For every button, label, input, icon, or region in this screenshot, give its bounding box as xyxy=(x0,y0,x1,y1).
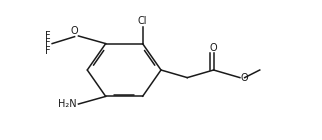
Text: F: F xyxy=(45,46,51,56)
Text: H₂N: H₂N xyxy=(58,99,77,109)
Text: F: F xyxy=(45,31,51,41)
Text: O: O xyxy=(70,26,78,36)
Text: F: F xyxy=(45,38,51,48)
Text: O: O xyxy=(241,73,248,83)
Text: Cl: Cl xyxy=(138,16,147,26)
Text: O: O xyxy=(210,43,217,53)
